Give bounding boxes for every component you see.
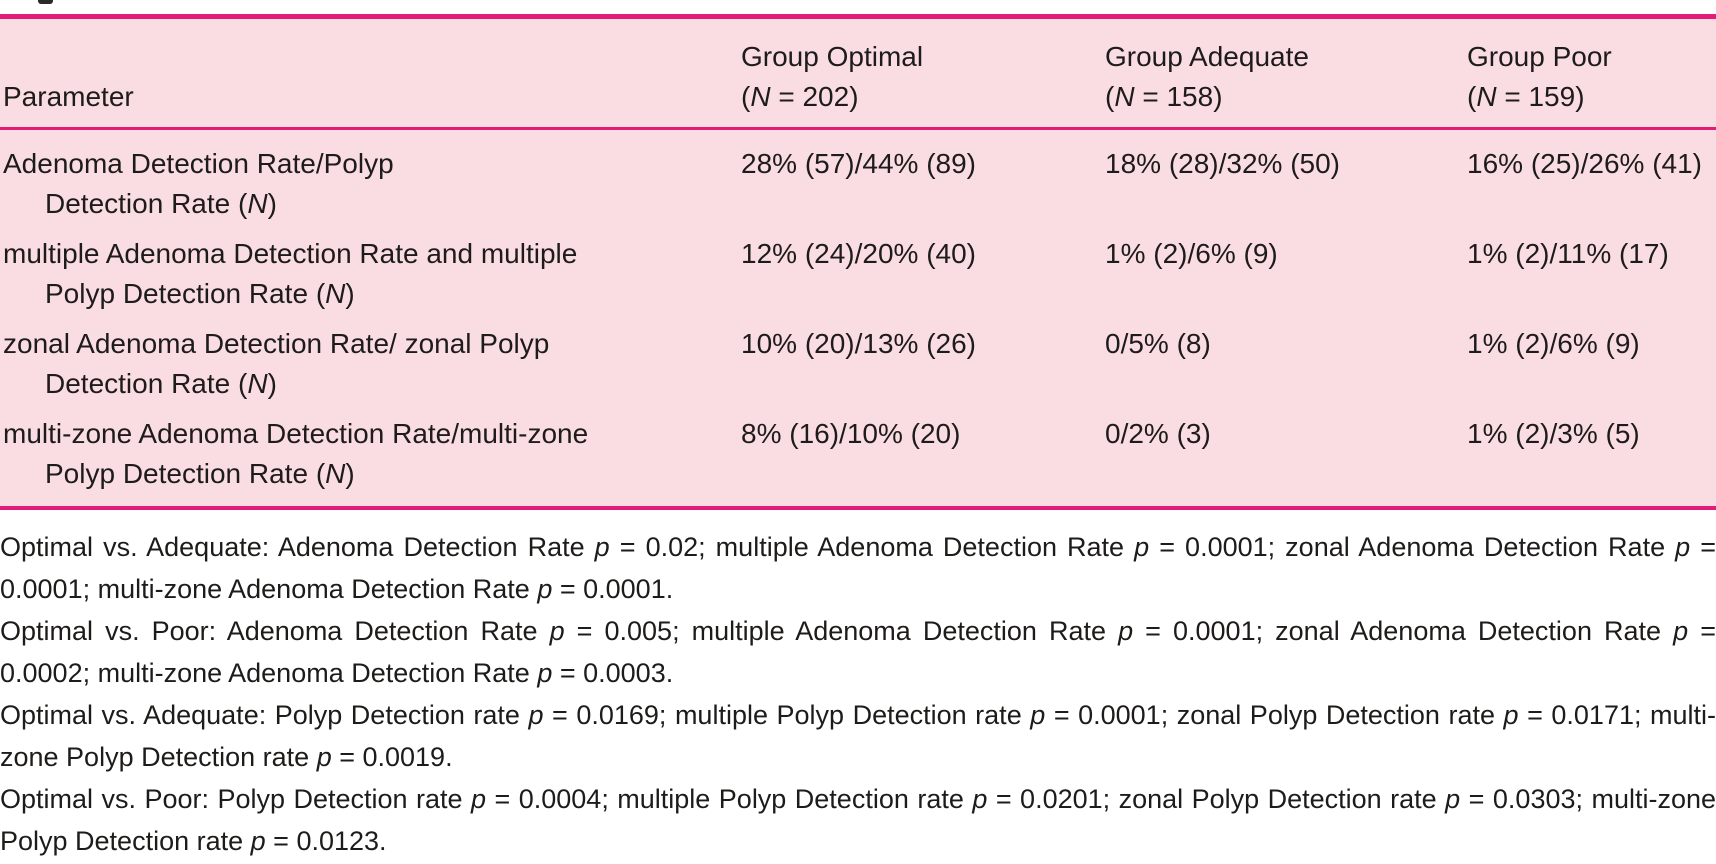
- table-header-separator-rule: [0, 127, 1716, 130]
- param-line-1: Adenoma Detection Rate/Polyp: [3, 148, 394, 179]
- header-group-n: (N = 159): [1467, 81, 1585, 112]
- header-group-name: Group Optimal: [741, 41, 924, 72]
- value-cell-poor: 1% (2)/11% (17): [1467, 238, 1669, 269]
- param-line-1: multi-zone Adenoma Detection Rate/multi-…: [3, 418, 589, 449]
- header-cell-parameter: Parameter: [0, 77, 741, 117]
- header-group-n: (N = 158): [1105, 81, 1223, 112]
- value-cell-poor: 1% (2)/6% (9): [1467, 328, 1640, 359]
- table-row: multi-zone Adenoma Detection Rate/multi-…: [0, 404, 1716, 494]
- header-cell-group-adequate: Group Adequate (N = 158): [1105, 37, 1467, 117]
- param-line-2: Polyp Detection Rate (N): [45, 278, 355, 309]
- table-bottom-rule: [0, 506, 1716, 510]
- footnote-optimal-vs-adequate-pdr: Optimal vs. Adequate: Polyp Detection ra…: [0, 700, 1716, 772]
- table-body: Adenoma Detection Rate/Polyp Detection R…: [0, 130, 1716, 506]
- table-row: multiple Adenoma Detection Rate and mult…: [0, 224, 1716, 314]
- header-label-parameter: Parameter: [3, 81, 134, 112]
- param-line-2: Detection Rate (N): [45, 368, 277, 399]
- param-cell: multiple Adenoma Detection Rate and mult…: [0, 234, 741, 314]
- value-cell-adequate: 18% (28)/32% (50): [1105, 148, 1341, 179]
- value-cell-adequate: 1% (2)/6% (9): [1105, 238, 1278, 269]
- value-cell-poor: 16% (25)/26% (41): [1467, 148, 1703, 179]
- param-cell: multi-zone Adenoma Detection Rate/multi-…: [0, 414, 741, 494]
- detection-rate-table: Parameter Group Optimal (N = 202) Group …: [0, 14, 1716, 510]
- footnote-optimal-vs-poor-pdr: Optimal vs. Poor: Polyp Detection rate p…: [0, 784, 1716, 856]
- header-cell-group-poor: Group Poor (N = 159): [1467, 37, 1716, 117]
- header-group-name: Group Poor: [1467, 41, 1612, 72]
- header-group-n: (N = 202): [741, 81, 859, 112]
- param-line-2: Polyp Detection Rate (N): [45, 458, 355, 489]
- cropped-caption-artifact: [38, 0, 53, 4]
- value-cell-optimal: 10% (20)/13% (26): [741, 328, 977, 359]
- footnote-optimal-vs-poor-adr: Optimal vs. Poor: Adenoma Detection Rate…: [0, 616, 1716, 688]
- table-row: zonal Adenoma Detection Rate/ zonal Poly…: [0, 314, 1716, 404]
- param-cell: Adenoma Detection Rate/Polyp Detection R…: [0, 144, 741, 224]
- param-line-1: zonal Adenoma Detection Rate/ zonal Poly…: [3, 328, 550, 359]
- table-row: Adenoma Detection Rate/Polyp Detection R…: [0, 134, 1716, 224]
- footnote-optimal-vs-adequate-adr: Optimal vs. Adequate: Adenoma Detection …: [0, 532, 1716, 604]
- header-group-name: Group Adequate: [1105, 41, 1309, 72]
- param-line-1: multiple Adenoma Detection Rate and mult…: [3, 238, 578, 269]
- header-cell-group-optimal: Group Optimal (N = 202): [741, 37, 1105, 117]
- table-header-row: Parameter Group Optimal (N = 202) Group …: [0, 19, 1716, 127]
- param-line-2: Detection Rate (N): [45, 188, 277, 219]
- value-cell-poor: 1% (2)/3% (5): [1467, 418, 1640, 449]
- param-cell: zonal Adenoma Detection Rate/ zonal Poly…: [0, 324, 741, 404]
- table-top-rule: [0, 14, 1716, 19]
- value-cell-adequate: 0/5% (8): [1105, 328, 1211, 359]
- value-cell-optimal: 28% (57)/44% (89): [741, 148, 977, 179]
- value-cell-optimal: 8% (16)/10% (20): [741, 418, 961, 449]
- table-footnotes: Optimal vs. Adequate: Adenoma Detection …: [0, 526, 1716, 862]
- value-cell-adequate: 0/2% (3): [1105, 418, 1211, 449]
- value-cell-optimal: 12% (24)/20% (40): [741, 238, 977, 269]
